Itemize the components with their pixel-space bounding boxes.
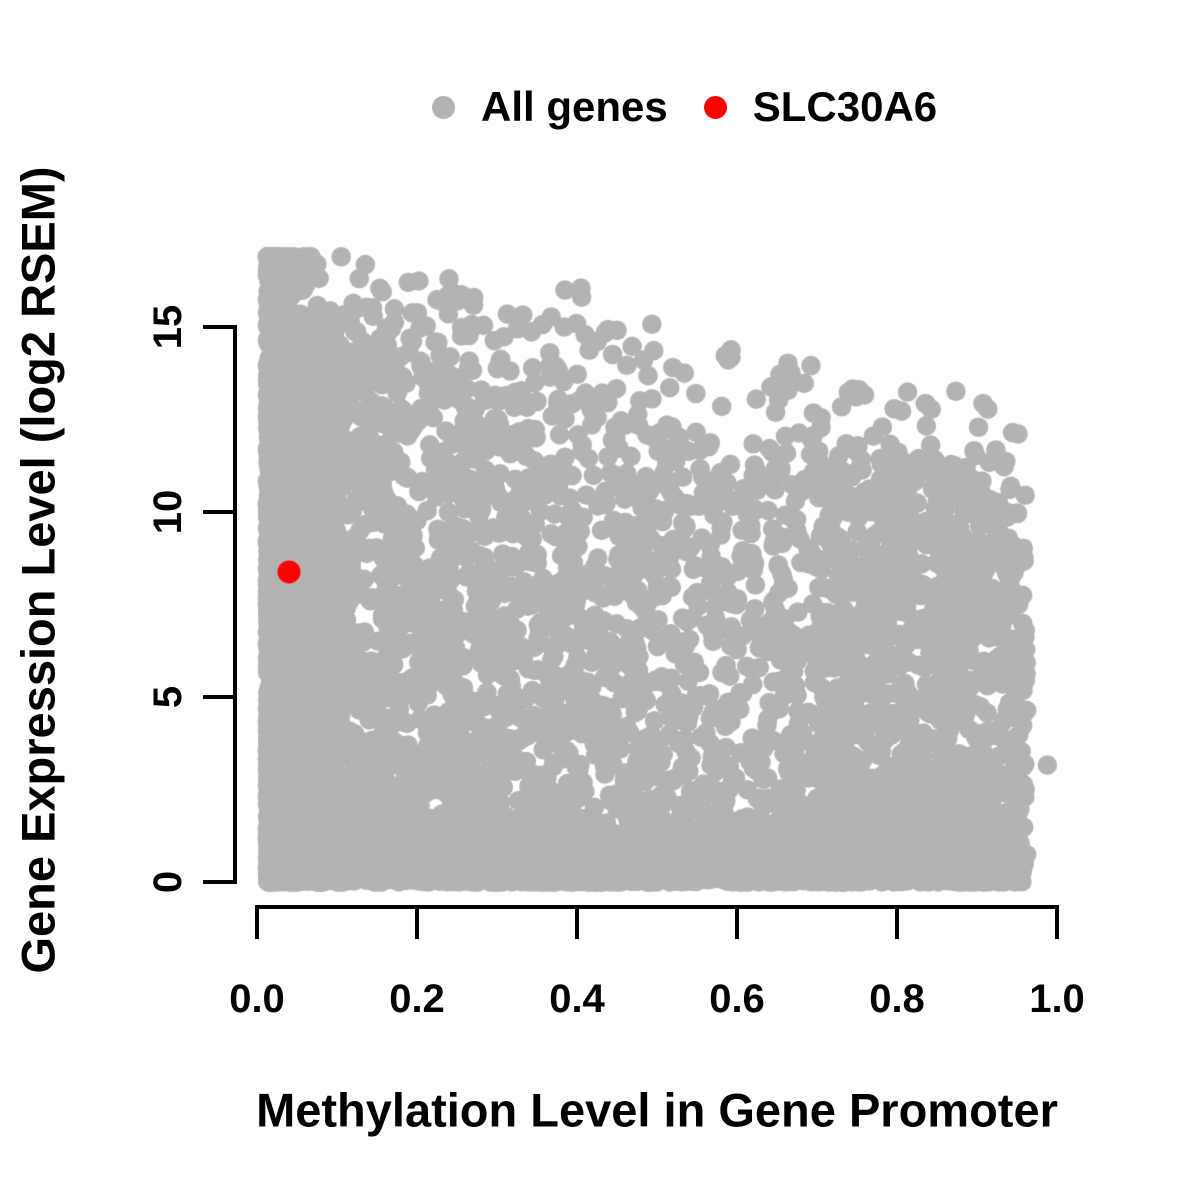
- x-tick-mark: [735, 909, 739, 939]
- x-tick-mark: [255, 909, 259, 939]
- x-tick-mark: [415, 909, 419, 939]
- x-tick-mark: [895, 909, 899, 939]
- slc30a6-dot-icon: [703, 95, 727, 119]
- y-tick-mark: [203, 695, 233, 699]
- x-tick-mark: [1055, 909, 1059, 939]
- x-axis-title: Methylation Level in Gene Promoter: [256, 1083, 1058, 1137]
- y-axis-line: [233, 325, 237, 884]
- legend-label-all-genes: All genes: [481, 83, 668, 130]
- x-tick-mark: [575, 909, 579, 939]
- legend-item-all-genes: All genes: [432, 86, 668, 128]
- y-axis-title: Gene Expression Level (log2 RSEM): [11, 166, 65, 974]
- x-tick-label: 0.2: [389, 977, 445, 1021]
- legend-item-slc30a6: SLC30A6: [703, 83, 938, 130]
- y-tick-mark: [203, 510, 233, 514]
- y-tick-mark: [203, 325, 233, 329]
- x-tick-label: 0.8: [869, 977, 925, 1021]
- legend-label-slc30a6: SLC30A6: [752, 83, 938, 130]
- legend: All genes SLC30A6: [432, 86, 937, 128]
- all-genes-dot-icon: [432, 95, 455, 119]
- x-axis-line: [255, 905, 1059, 909]
- y-tick-label: 15: [146, 304, 190, 350]
- y-tick-label: 5: [146, 685, 190, 709]
- y-tick-label: 10: [146, 489, 190, 535]
- x-tick-label: 0.0: [229, 977, 285, 1021]
- y-tick-label: 0: [146, 870, 190, 894]
- y-tick-mark: [203, 880, 233, 884]
- x-tick-label: 0.6: [709, 977, 765, 1021]
- x-tick-label: 1.0: [1029, 977, 1085, 1021]
- x-tick-label: 0.4: [549, 977, 605, 1021]
